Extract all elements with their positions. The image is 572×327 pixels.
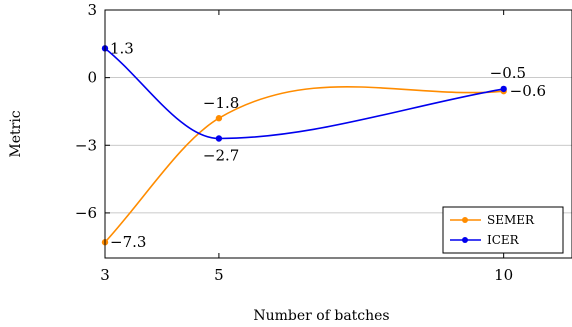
x-axis-title: Number of batches xyxy=(253,308,389,324)
y-tick-label: −6 xyxy=(75,204,97,222)
plot-frame xyxy=(104,9,572,259)
data-point-icer xyxy=(500,85,507,93)
series-line-icer xyxy=(104,47,504,140)
data-label-icer: −2.7 xyxy=(203,147,239,165)
legend-label: ICER xyxy=(487,233,520,247)
data-labels: −7.3 −1.8 −0.6 1.3 −2.7 −0.5 xyxy=(110,39,546,251)
x-tick-label: 5 xyxy=(214,266,224,284)
data-label-semer: −0.6 xyxy=(510,82,546,100)
data-point-semer xyxy=(215,115,223,122)
legend-marker xyxy=(462,237,468,243)
x-tick-label: 3 xyxy=(100,266,110,284)
data-label-icer: 1.3 xyxy=(110,39,134,57)
grid-lines xyxy=(105,9,572,214)
x-tick-label: 10 xyxy=(494,266,513,284)
legend-label: SEMER xyxy=(487,213,535,227)
data-label-icer: −0.5 xyxy=(490,64,526,82)
y-axis-title: Metric xyxy=(8,110,24,157)
legend-marker xyxy=(462,217,468,223)
series-line-semer xyxy=(104,85,504,243)
data-label-semer: −7.3 xyxy=(110,233,146,251)
data-point-icer xyxy=(215,135,223,142)
y-tick-label: −3 xyxy=(75,136,97,154)
data-label-semer: −1.8 xyxy=(203,94,239,112)
y-tick-label: 0 xyxy=(87,69,97,87)
axis-ticks: 3 0 −3 −6 3 5 10 xyxy=(75,1,513,284)
legend-box xyxy=(442,206,564,254)
legend: SEMER ICER xyxy=(442,206,564,254)
y-tick-label: 3 xyxy=(87,1,97,19)
